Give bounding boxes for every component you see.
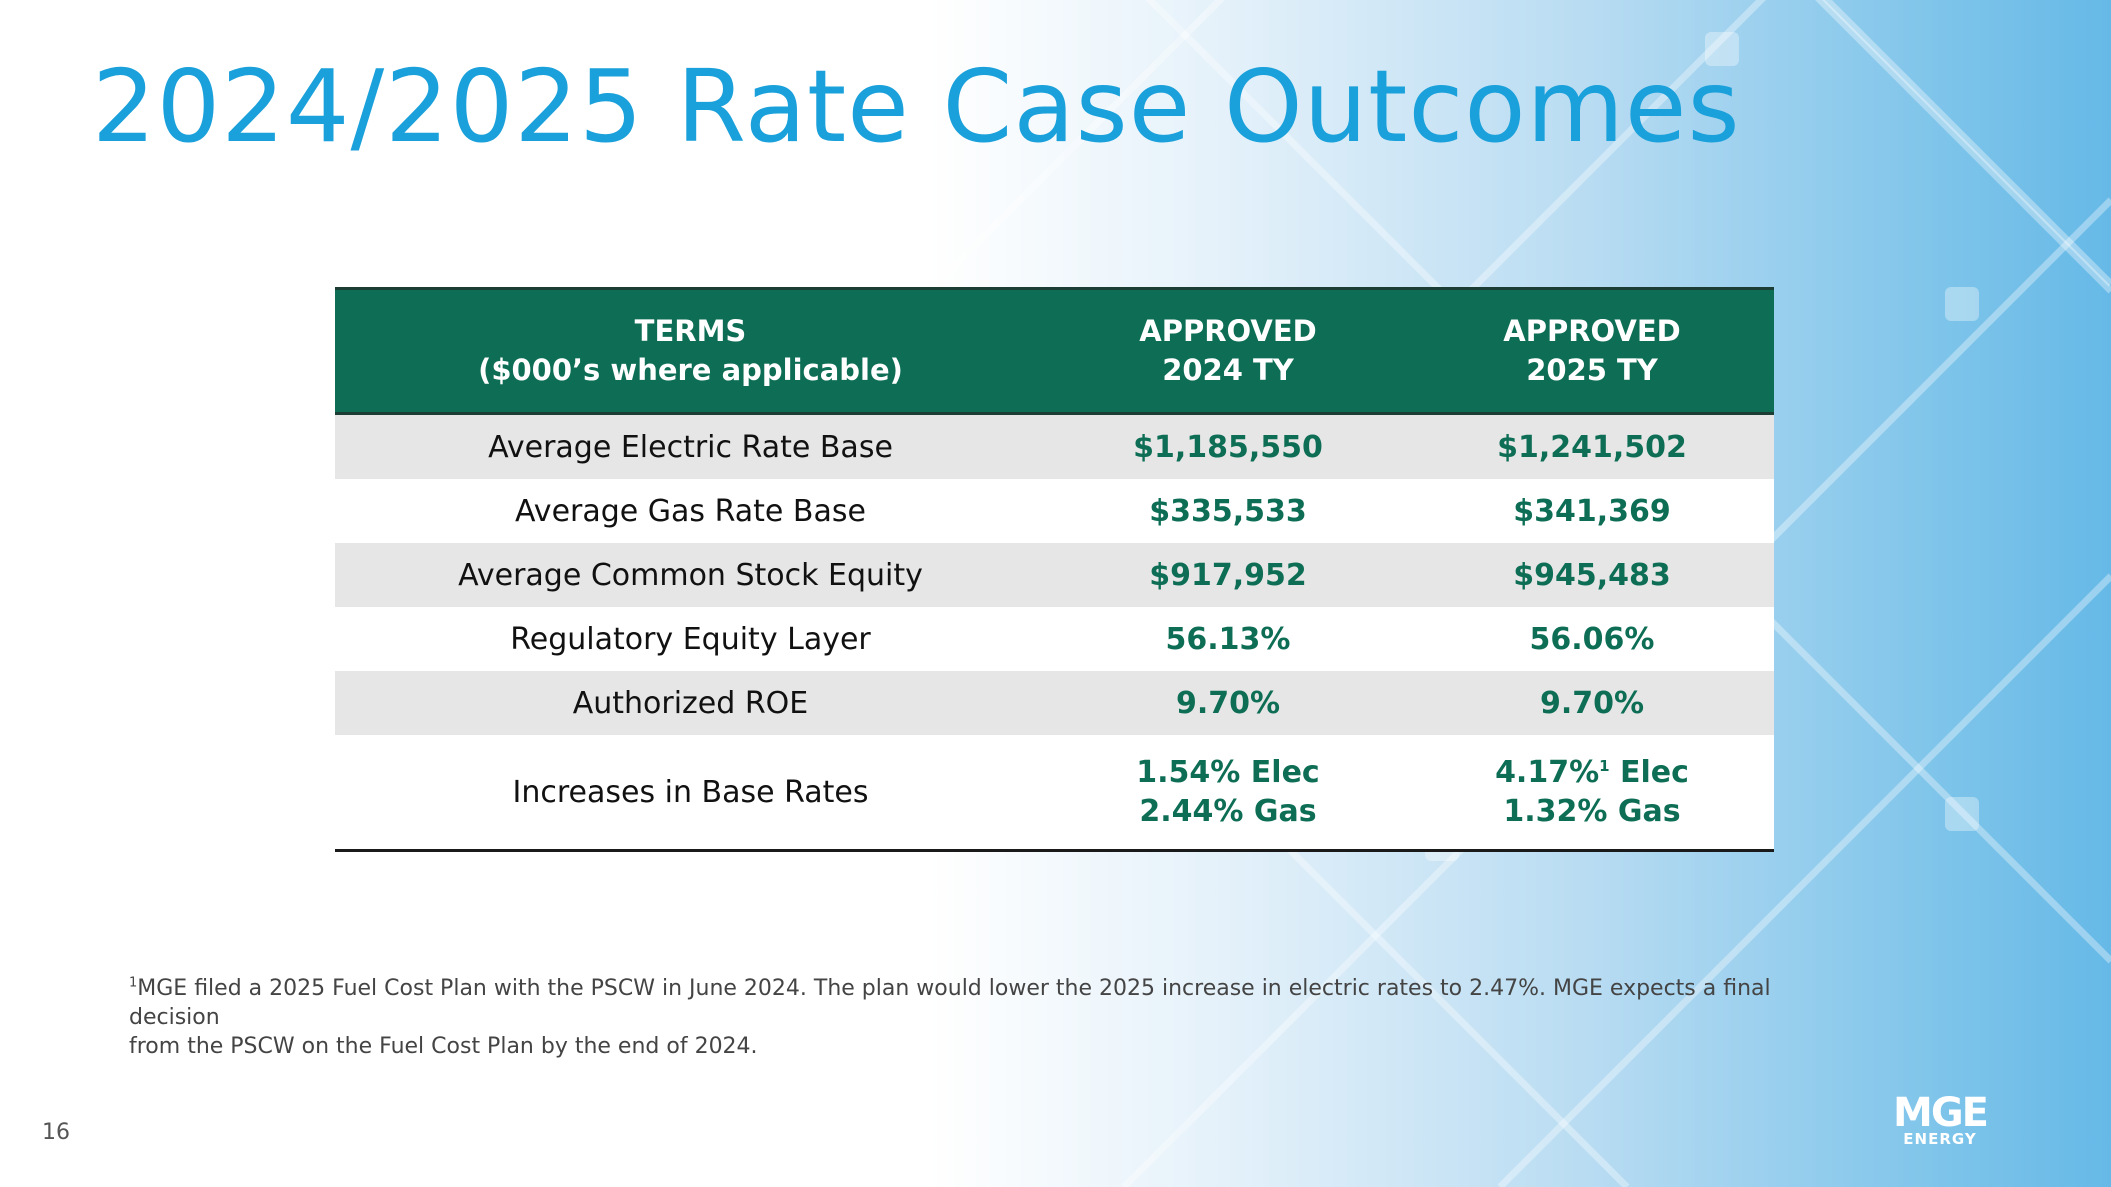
table-row: Regulatory Equity Layer 56.13% 56.06% [335, 607, 1774, 671]
page-number: 16 [42, 1120, 70, 1145]
row-term: Authorized ROE [572, 685, 809, 721]
row-term: Regulatory Equity Layer [510, 621, 871, 657]
footnote: 1MGE filed a 2025 Fuel Cost Plan with th… [129, 974, 1829, 1061]
table-row: Authorized ROE 9.70% 9.70% [335, 671, 1774, 735]
increase-2025-elec: 4.17%1 Elec [1410, 753, 1774, 792]
footnote-text-line1: MGE filed a 2025 Fuel Cost Plan with the… [129, 976, 1771, 1030]
row-value-2025: $1,241,502 [1497, 429, 1687, 465]
table-row: Average Common Stock Equity $917,952 $94… [335, 543, 1774, 607]
row-term: Average Common Stock Equity [458, 557, 923, 593]
row-value-2024: $1,185,550 [1133, 429, 1323, 465]
header-2025-line2: 2025 TY [1526, 353, 1658, 387]
increase-2024-gas: 2.44% Gas [1139, 794, 1317, 829]
row-value-2025: 56.06% [1529, 621, 1655, 657]
header-2024-line2: 2024 TY [1162, 353, 1294, 387]
table-row: Average Electric Rate Base $1,185,550 $1… [335, 413, 1774, 479]
footnote-line1: 1MGE filed a 2025 Fuel Cost Plan with th… [129, 974, 1829, 1032]
row-value-2024: $917,952 [1149, 557, 1307, 593]
increase-2025-elec-value: 4.17% [1495, 755, 1600, 790]
logo-sub-text: ENERGY [1903, 1130, 1977, 1148]
table-row: Average Gas Rate Base $335,533 $341,369 [335, 479, 1774, 543]
footnote-mark: 1 [129, 975, 138, 991]
row-value-2024: 9.70% [1175, 685, 1281, 721]
increase-2025-elec-suffix: Elec [1609, 755, 1689, 790]
row-value-2025: 4.17%1 Elec 1.32% Gas [1410, 735, 1774, 852]
header-terms-line2: ($000’s where applicable) [478, 353, 903, 387]
table-header-row: TERMS ($000’s where applicable) APPROVED… [335, 287, 1774, 415]
header-2025: APPROVED 2025 TY [1410, 287, 1774, 415]
slide-title: 2024/2025 Rate Case Outcomes [92, 48, 1741, 165]
row-term: Average Electric Rate Base [488, 429, 893, 465]
header-2025-line1: APPROVED [1503, 314, 1681, 348]
rate-case-table: TERMS ($000’s where applicable) APPROVED… [335, 287, 1774, 852]
row-term: Average Gas Rate Base [515, 493, 866, 529]
row-term: Increases in Base Rates [335, 735, 1046, 852]
increase-2024-elec: 1.54% Elec [1136, 755, 1320, 790]
row-value-2025: $341,369 [1513, 493, 1671, 529]
row-value-2024: 56.13% [1165, 621, 1291, 657]
header-terms-line1: TERMS [634, 314, 747, 348]
footnote-text-line2: from the PSCW on the Fuel Cost Plan by t… [129, 1034, 758, 1059]
row-value-2024: $335,533 [1149, 493, 1307, 529]
footnote-marker: 1 [1599, 757, 1610, 775]
header-terms: TERMS ($000’s where applicable) [335, 287, 1046, 415]
row-value-2025: $945,483 [1513, 557, 1671, 593]
mge-energy-logo: MGE ENERGY [1893, 1090, 1989, 1148]
increase-2025-gas: 1.32% Gas [1503, 794, 1681, 829]
header-2024: APPROVED 2024 TY [1046, 287, 1410, 415]
row-value-2025: 9.70% [1539, 685, 1645, 721]
row-value-2024: 1.54% Elec 2.44% Gas [1046, 735, 1410, 852]
logo-main-text: MGE [1893, 1090, 1987, 1136]
table-row: Increases in Base Rates 1.54% Elec 2.44%… [335, 735, 1774, 852]
header-2024-line1: APPROVED [1139, 314, 1317, 348]
